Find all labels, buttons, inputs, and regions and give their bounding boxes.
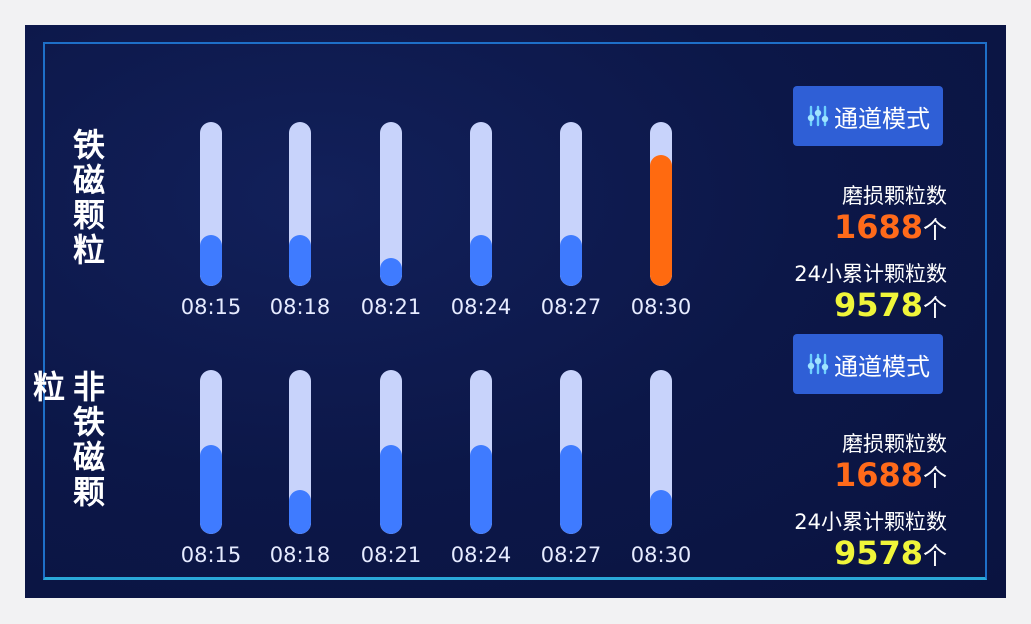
- bar-item: 08:21: [351, 122, 431, 319]
- bar-fill: [560, 235, 582, 286]
- bar-track: [650, 370, 672, 534]
- total-label: 24小累计颗粒数: [794, 510, 947, 534]
- total-value: 9578: [833, 534, 923, 572]
- wear-stat: 磨损颗粒数 1688个: [834, 428, 947, 495]
- section-title: 非铁磁颗粒: [28, 370, 106, 510]
- bar-fill: [380, 445, 402, 534]
- bar-item: 08:18: [260, 370, 340, 567]
- bar-fill: [470, 445, 492, 534]
- bar-item: 08:30: [621, 370, 701, 567]
- bar-item: 08:24: [441, 370, 521, 567]
- bar-time-label: 08:24: [450, 295, 512, 319]
- wear-label: 磨损颗粒数: [842, 184, 947, 208]
- channel-mode-button[interactable]: 通道模式: [793, 334, 943, 394]
- wear-value: 1688: [833, 456, 923, 494]
- bar-item: 08:30: [621, 122, 701, 319]
- bar-fill: [289, 235, 311, 286]
- total-stat: 24小累计颗粒数 9578个: [794, 258, 947, 325]
- bar-fill: [289, 490, 311, 534]
- bar-item: 08:21: [351, 370, 431, 567]
- bar-track: [200, 122, 222, 286]
- bar-track: [200, 370, 222, 534]
- bar-time-label: 08:24: [450, 543, 512, 567]
- channel-sliders-icon: [807, 105, 829, 127]
- bar-item: 08:15: [171, 370, 251, 567]
- bar-fill: [200, 235, 222, 286]
- bar-fill: [650, 155, 672, 286]
- panel-frame: [43, 42, 987, 580]
- bar-time-label: 08:18: [269, 295, 331, 319]
- bar-item: 08:24: [441, 122, 521, 319]
- bar-time-label: 08:18: [269, 543, 331, 567]
- bar-fill: [200, 445, 222, 534]
- bar-fill: [380, 258, 402, 286]
- bar-time-label: 08:30: [630, 543, 692, 567]
- bar-track: [560, 122, 582, 286]
- bar-item: 08:27: [531, 122, 611, 319]
- total-label: 24小累计颗粒数: [794, 262, 947, 286]
- bar-track: [560, 370, 582, 534]
- bar-fill: [650, 490, 672, 534]
- channel-sliders-icon: [807, 353, 829, 375]
- total-stat: 24小累计颗粒数 9578个: [794, 506, 947, 573]
- section-title: 铁磁颗粒: [68, 128, 106, 268]
- bar-track: [650, 122, 672, 286]
- wear-unit: 个: [923, 464, 947, 492]
- total-value: 9578: [833, 286, 923, 324]
- wear-unit: 个: [923, 216, 947, 244]
- channel-mode-label: 通道模式: [834, 104, 930, 133]
- bar-track: [470, 122, 492, 286]
- bar-fill: [560, 445, 582, 534]
- wear-stat: 磨损颗粒数 1688个: [834, 180, 947, 247]
- channel-mode-label: 通道模式: [834, 352, 930, 381]
- wear-label: 磨损颗粒数: [842, 432, 947, 456]
- bar-item: 08:18: [260, 122, 340, 319]
- bar-track: [380, 370, 402, 534]
- total-unit: 个: [923, 542, 947, 570]
- bar-time-label: 08:15: [180, 543, 242, 567]
- bar-item: 08:15: [171, 122, 251, 319]
- ferromagnetic-section: 铁磁颗粒 08:15 08:18 08:21 08:24 08:27: [43, 42, 987, 322]
- bar-item: 08:27: [531, 370, 611, 567]
- bar-time-label: 08:21: [360, 543, 422, 567]
- bar-track: [289, 122, 311, 286]
- bar-time-label: 08:15: [180, 295, 242, 319]
- bar-track: [470, 370, 492, 534]
- nonferromagnetic-section: 非铁磁颗粒 08:15 08:18 08:21 08:24 08:27: [28, 290, 987, 570]
- total-unit: 个: [923, 294, 947, 322]
- bar-time-label: 08:30: [630, 295, 692, 319]
- wear-value: 1688: [833, 208, 923, 246]
- bar-time-label: 08:27: [540, 295, 602, 319]
- bar-time-label: 08:27: [540, 543, 602, 567]
- bar-time-label: 08:21: [360, 295, 422, 319]
- bar-fill: [470, 235, 492, 286]
- bar-track: [289, 370, 311, 534]
- bar-track: [380, 122, 402, 286]
- channel-mode-button[interactable]: 通道模式: [793, 86, 943, 146]
